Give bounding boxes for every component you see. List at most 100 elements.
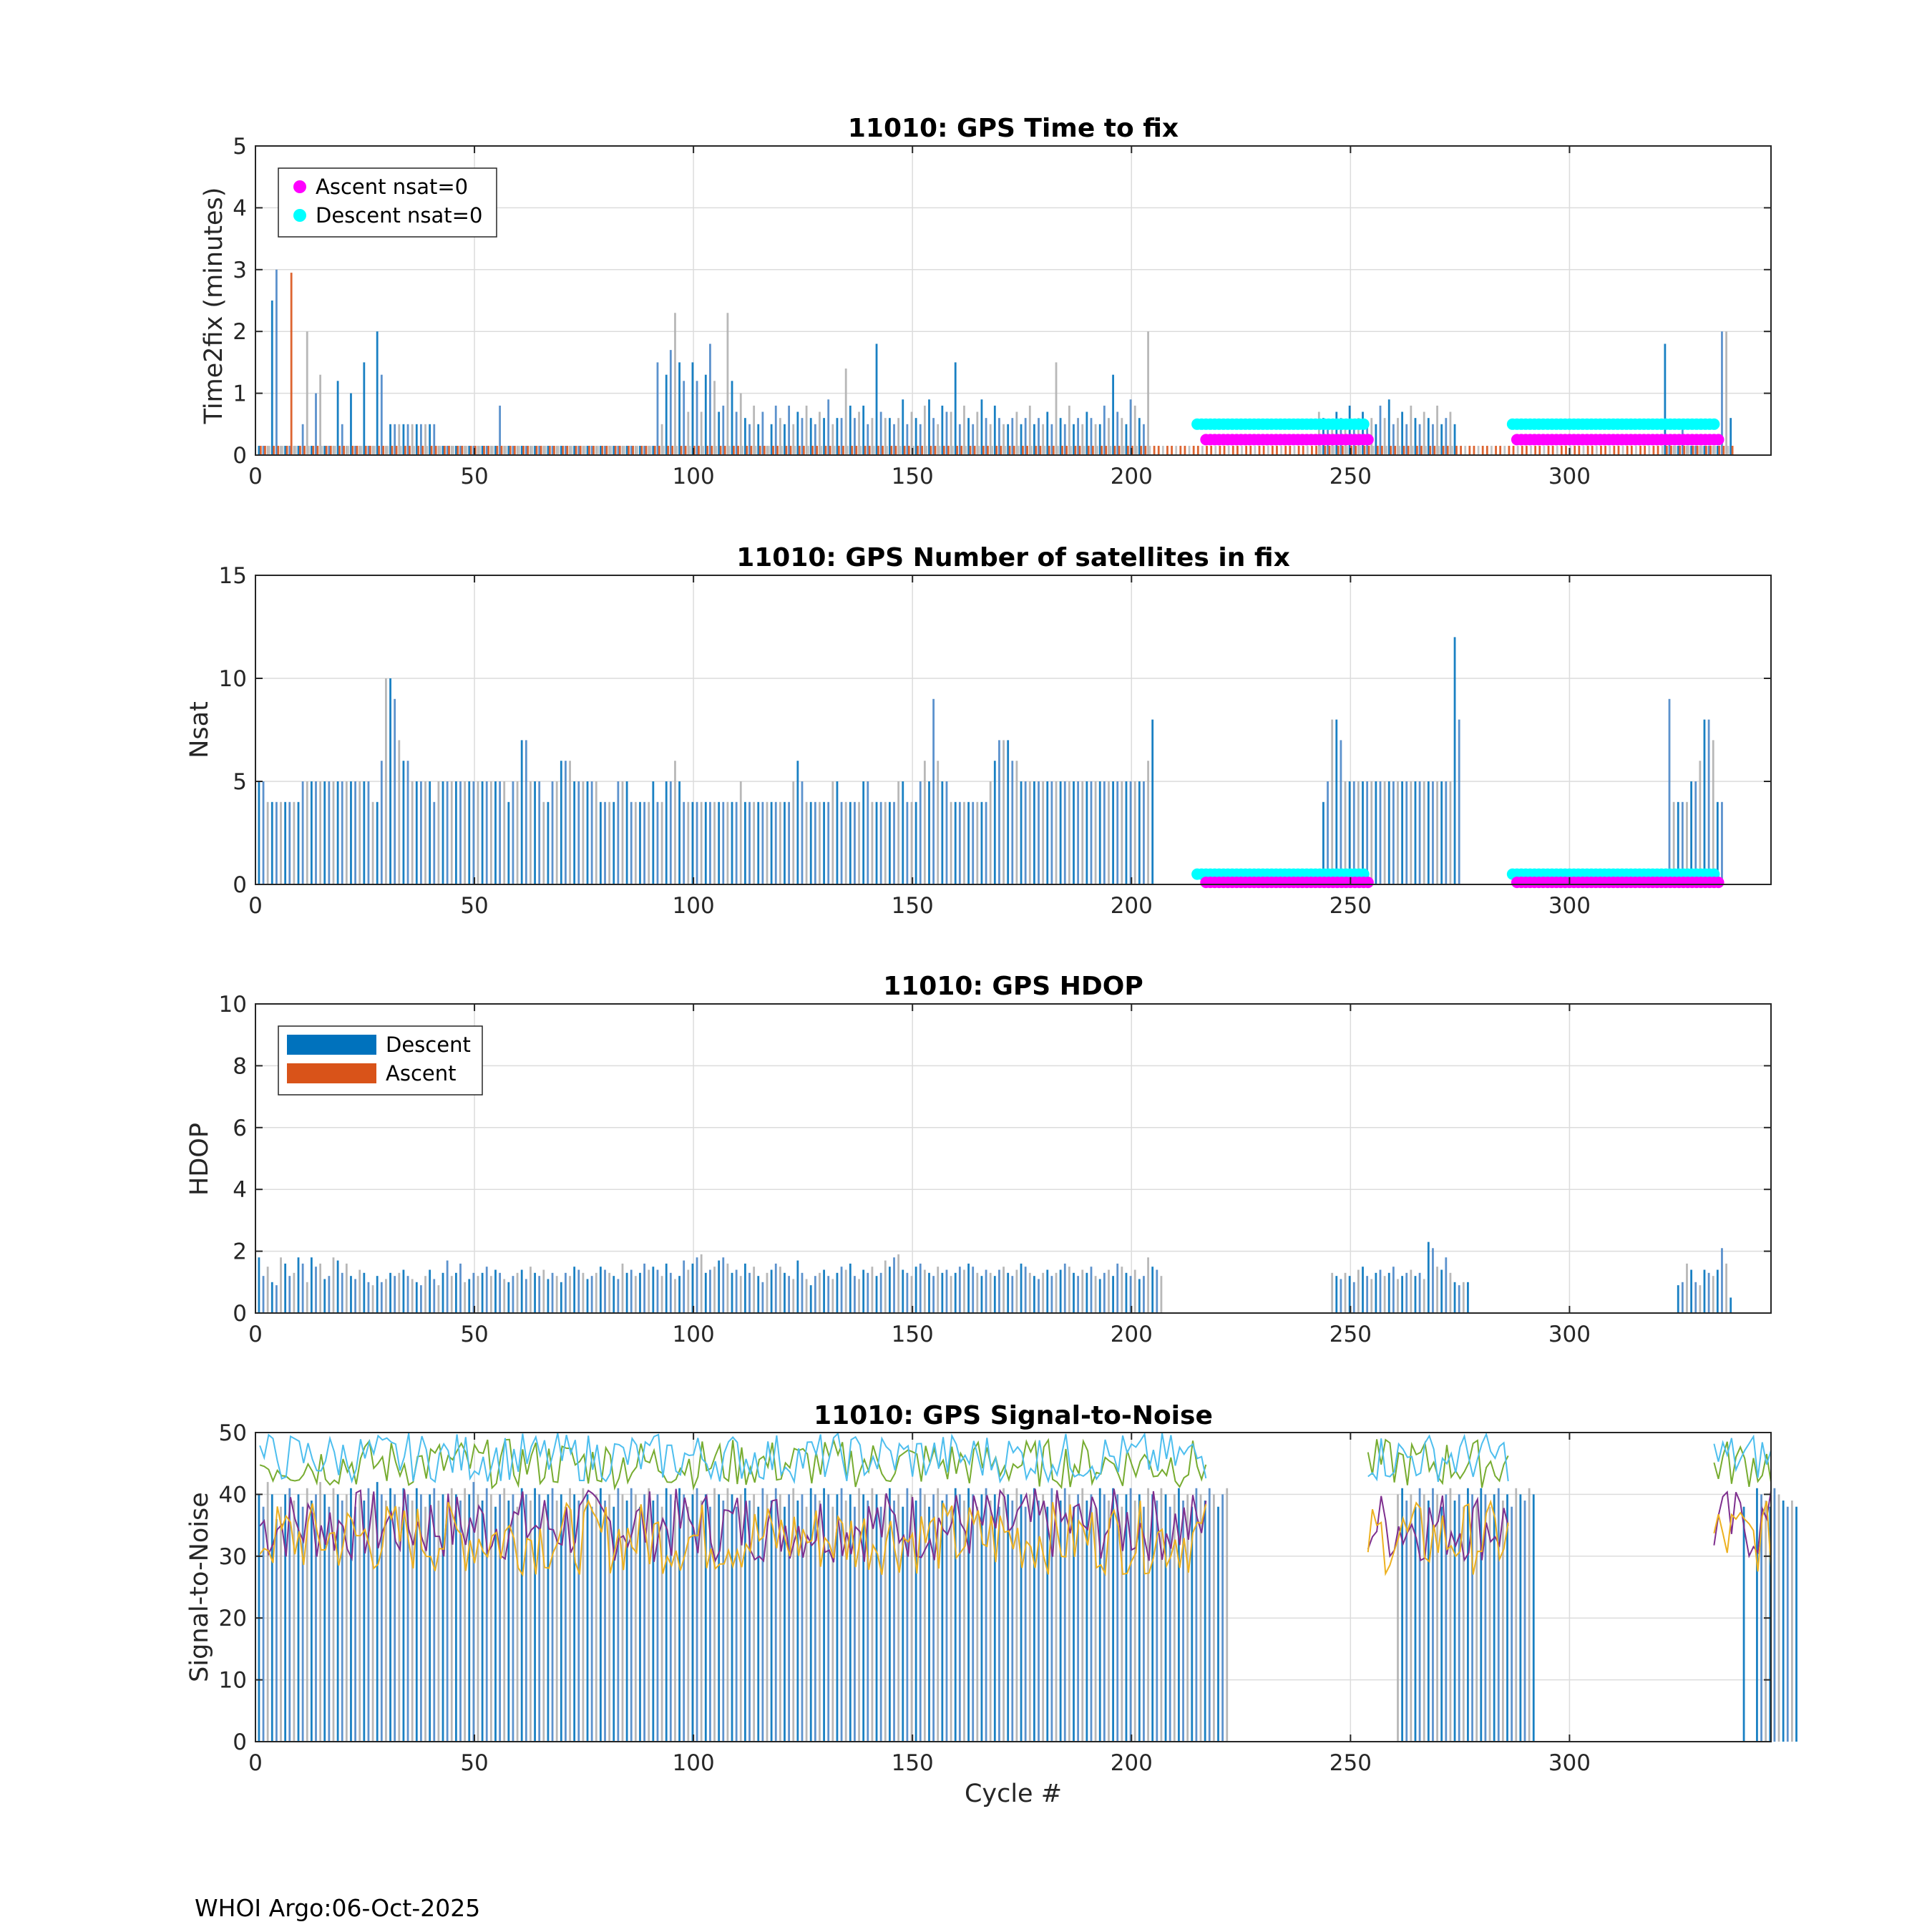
descent-bar — [1357, 781, 1360, 884]
descent-bar — [770, 801, 773, 884]
descent-bar — [411, 1279, 414, 1313]
ascent-bar — [1687, 446, 1690, 455]
descent-bar — [819, 1501, 821, 1742]
descent-bar — [1112, 1276, 1114, 1313]
descent-bar — [1690, 1269, 1693, 1313]
descent-bar — [1125, 781, 1128, 884]
descent-bar — [902, 399, 904, 455]
descent-bar — [385, 678, 387, 884]
descent-bar — [1488, 1506, 1491, 1742]
descent-bar — [1038, 1279, 1040, 1313]
y-tick-label: 2 — [233, 319, 247, 345]
descent-bar — [743, 1263, 746, 1313]
x-tick-label: 50 — [460, 893, 488, 919]
descent-bar — [332, 781, 335, 884]
descent-bar — [402, 1488, 405, 1742]
descent-bar — [643, 1494, 646, 1742]
ascent-bar — [1214, 446, 1217, 455]
descent-bar — [989, 781, 992, 884]
ascent-bar — [636, 446, 639, 455]
ascent-bar — [772, 446, 774, 455]
ascent-bar — [1714, 446, 1717, 455]
descent-bar — [1387, 399, 1390, 455]
descent-bar — [1475, 1501, 1478, 1742]
legend-box — [278, 167, 497, 238]
descent-bar — [840, 418, 843, 455]
descent-bar — [323, 446, 326, 455]
descent-bar — [739, 781, 742, 884]
ascent-bar — [1477, 446, 1480, 455]
descent-bar — [1401, 1488, 1404, 1742]
descent-bar — [976, 1506, 979, 1742]
ascent-bar — [1008, 446, 1011, 455]
descent-bar — [1103, 405, 1106, 455]
descent-bar — [735, 801, 738, 884]
descent-bar — [849, 1494, 852, 1742]
ascent-bar — [290, 273, 293, 455]
ascent-bar — [1722, 446, 1725, 455]
descent-bar — [652, 1501, 655, 1742]
descent-bar — [599, 1267, 602, 1313]
descent-bar — [1221, 1494, 1224, 1742]
x-tick-label: 150 — [892, 464, 934, 489]
descent-bar — [1379, 1269, 1382, 1313]
descent-bar — [897, 418, 900, 455]
descent-bar — [1138, 781, 1141, 884]
descent-bar — [753, 801, 756, 884]
ascent-bar — [733, 446, 735, 455]
descent-bar — [354, 1279, 356, 1313]
descent-bar — [1375, 1272, 1377, 1313]
descent-bar — [1133, 1269, 1136, 1313]
descent-bar — [941, 1272, 944, 1313]
descent-bar — [1401, 411, 1404, 455]
descent-bar — [621, 446, 624, 455]
descent-bar — [341, 781, 343, 884]
footer-text: WHOI Argo:06-Oct-2025 — [195, 1894, 481, 1922]
descent-bar — [266, 446, 269, 455]
descent-bar — [371, 446, 374, 455]
panel-hdop: 11010: GPS HDOP HDOP 0 50 100 150 200 250 300 0… — [185, 972, 1772, 1347]
ascent-bar — [566, 446, 569, 455]
descent-bar — [871, 418, 874, 455]
descent-bar — [1068, 1267, 1070, 1313]
descent-bar — [1024, 418, 1027, 455]
ascent-bar — [1450, 446, 1453, 455]
descent-bar — [1501, 1501, 1504, 1742]
descent-bar — [1392, 424, 1395, 455]
ascent-bar — [907, 446, 910, 455]
descent-bar — [266, 1482, 269, 1742]
descent-bar — [595, 781, 597, 884]
descent-bar — [648, 801, 650, 884]
descent-bar — [1147, 331, 1149, 455]
descent-bar — [376, 1276, 379, 1313]
ascent-bar — [1595, 446, 1598, 455]
descent-bar — [893, 1501, 895, 1742]
descent-bar — [656, 801, 659, 884]
descent-bar — [704, 374, 707, 455]
ascent-bar — [1109, 446, 1112, 455]
descent-bar — [1410, 405, 1413, 455]
descent-bar — [1703, 719, 1706, 884]
descent-bar — [534, 446, 536, 455]
descent-bar — [634, 801, 637, 884]
ascent-bar — [1582, 446, 1585, 455]
descent-bar — [560, 1282, 562, 1313]
descent-bar — [660, 424, 663, 455]
descent-bar — [1690, 781, 1693, 884]
ascent-bar — [1591, 446, 1594, 455]
ascent-bar — [688, 446, 691, 455]
descent-bar — [367, 781, 370, 884]
descent-bar — [1401, 1276, 1404, 1313]
descent-bar — [1081, 1488, 1084, 1742]
descent-bar — [310, 1257, 313, 1313]
descent-bar — [301, 424, 304, 455]
descent-bar — [1462, 1506, 1465, 1742]
descent-bar — [1178, 1488, 1180, 1742]
ascent-bar — [1376, 446, 1379, 455]
descent-bar — [683, 801, 686, 884]
descent-bar — [389, 1488, 391, 1742]
ascent-bar — [1157, 446, 1160, 455]
ascent-bar — [1613, 446, 1616, 455]
descent-bar — [315, 1267, 317, 1313]
descent-bar — [280, 446, 282, 455]
